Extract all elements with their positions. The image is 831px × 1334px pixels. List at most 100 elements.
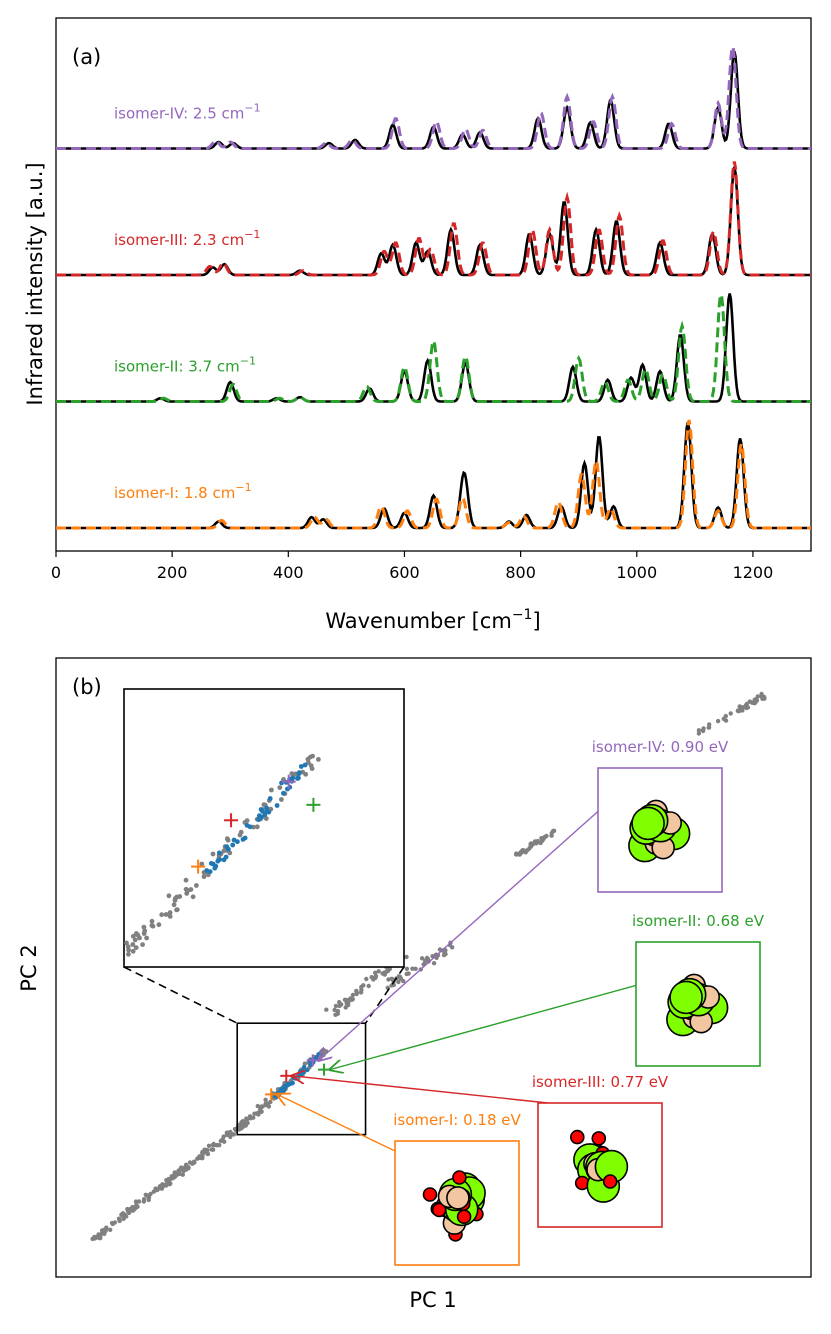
spectrum-label-sup: −1 (244, 102, 260, 115)
pca-point (117, 1218, 122, 1224)
pca-point (534, 841, 539, 846)
inset-point-highlight (230, 842, 236, 848)
x-axis-ticks: 0 200 400 600 800 1000 1200 (51, 551, 773, 582)
pca-point (141, 1199, 147, 1204)
inset-point-highlight (302, 762, 308, 768)
pca-point (251, 1115, 256, 1120)
pca-point (110, 1221, 116, 1227)
inset-point (167, 914, 173, 919)
pca-point (255, 1103, 260, 1109)
pca-point (108, 1227, 113, 1233)
pca-point (696, 728, 702, 733)
isomer-energy-label-isomer-III: isomer-III: 0.77 eV (532, 1073, 669, 1091)
inset-points (124, 753, 321, 957)
inset-point (221, 848, 227, 854)
pca-point (413, 966, 418, 971)
pca-point (740, 708, 745, 713)
inset-point (199, 861, 205, 867)
cluster-structure-isomer-IV (628, 799, 691, 863)
inset-point-highlight (296, 770, 302, 775)
inset-point (261, 802, 267, 808)
pca-point-highlight (318, 1051, 323, 1056)
pca-point (333, 1003, 339, 1009)
pca-point (263, 1102, 269, 1108)
pca-point (343, 1005, 348, 1010)
pca-point (762, 696, 767, 701)
pca-point (404, 966, 410, 971)
pca-point (220, 1137, 225, 1142)
spectrum-label-text: isomer-II: 3.7 cm (114, 358, 240, 376)
pca-point (450, 945, 455, 950)
spectrum-label-isomer-II: isomer-II: 3.7 cm−1 (114, 355, 256, 376)
inset-point (281, 777, 286, 782)
pca-point (324, 1007, 329, 1012)
pca-point (737, 704, 742, 709)
arrow-isomer-II (330, 984, 637, 1069)
pca-point (171, 1173, 176, 1178)
inset-point-highlight (295, 776, 300, 781)
inset-point (279, 797, 284, 802)
atom (569, 1129, 585, 1145)
atom (602, 1174, 618, 1189)
predicted-spectrum-isomer-I (56, 419, 811, 530)
pca-point (252, 1111, 257, 1116)
pca-point (513, 852, 519, 857)
inset-point (149, 923, 155, 928)
inset-point (277, 785, 283, 790)
spectrum-label-sup: −1 (244, 228, 260, 241)
isomer-annotations: isomer-I: 0.18 eV isomer-II: 0.68 eV isome… (265, 738, 765, 1266)
inset-point (159, 912, 165, 918)
pca-point (164, 1183, 169, 1188)
inset-point (137, 935, 142, 941)
pca-point (136, 1199, 142, 1204)
inset-point (183, 877, 189, 883)
inset-point-highlight (215, 858, 221, 864)
inset-point (190, 894, 196, 900)
inset-point (124, 940, 129, 946)
pca-point (259, 1109, 264, 1114)
cluster-structure-isomer-III (569, 1129, 629, 1203)
inset-connector-left (123, 966, 238, 1024)
pca-point-highlight (282, 1084, 287, 1089)
spectrum-label-text: isomer-III: 2.3 cm (114, 231, 244, 249)
inset-point-highlight (231, 837, 237, 843)
pca-point (231, 1132, 236, 1137)
pca-point (373, 973, 379, 979)
pca-point (364, 976, 369, 982)
pca-point (337, 1003, 342, 1009)
pca-point (550, 828, 556, 834)
isomer-energy-label-isomer-IV: isomer-IV: 0.90 eV (592, 738, 729, 756)
pca-point (728, 711, 733, 716)
arrow-isomer-III (292, 1076, 549, 1104)
spectrum-label-isomer-I: isomer-I: 1.8 cm−1 (114, 481, 252, 502)
pca-point (350, 997, 355, 1002)
inset-point (263, 816, 269, 821)
pca-point (125, 1206, 130, 1212)
pca-point (243, 1123, 248, 1128)
pca-point (750, 700, 755, 705)
pca-point (723, 713, 728, 719)
spectrum-label-sup: −1 (235, 481, 251, 494)
inset-point (224, 836, 230, 842)
pca-point (735, 708, 741, 714)
atom (422, 1187, 438, 1202)
inset-point-highlight (262, 812, 268, 818)
pca-point (743, 703, 749, 708)
inset-point (269, 787, 274, 793)
arrow-isomer-I (277, 1094, 396, 1152)
pca-point (366, 983, 371, 989)
pca-point (404, 954, 409, 960)
inset-point (133, 945, 139, 950)
pca-point (754, 698, 759, 703)
pca-point-highlight (302, 1064, 307, 1070)
pca-point (358, 990, 364, 995)
predicted-spectrum-isomer-IV (56, 45, 811, 150)
inset-point (308, 754, 313, 760)
pca-point (133, 1199, 139, 1204)
predicted-spectrum-isomer-III (56, 161, 811, 277)
x-tick-label: 400 (273, 563, 304, 582)
inset-point (156, 922, 162, 928)
pca-point (209, 1147, 214, 1152)
